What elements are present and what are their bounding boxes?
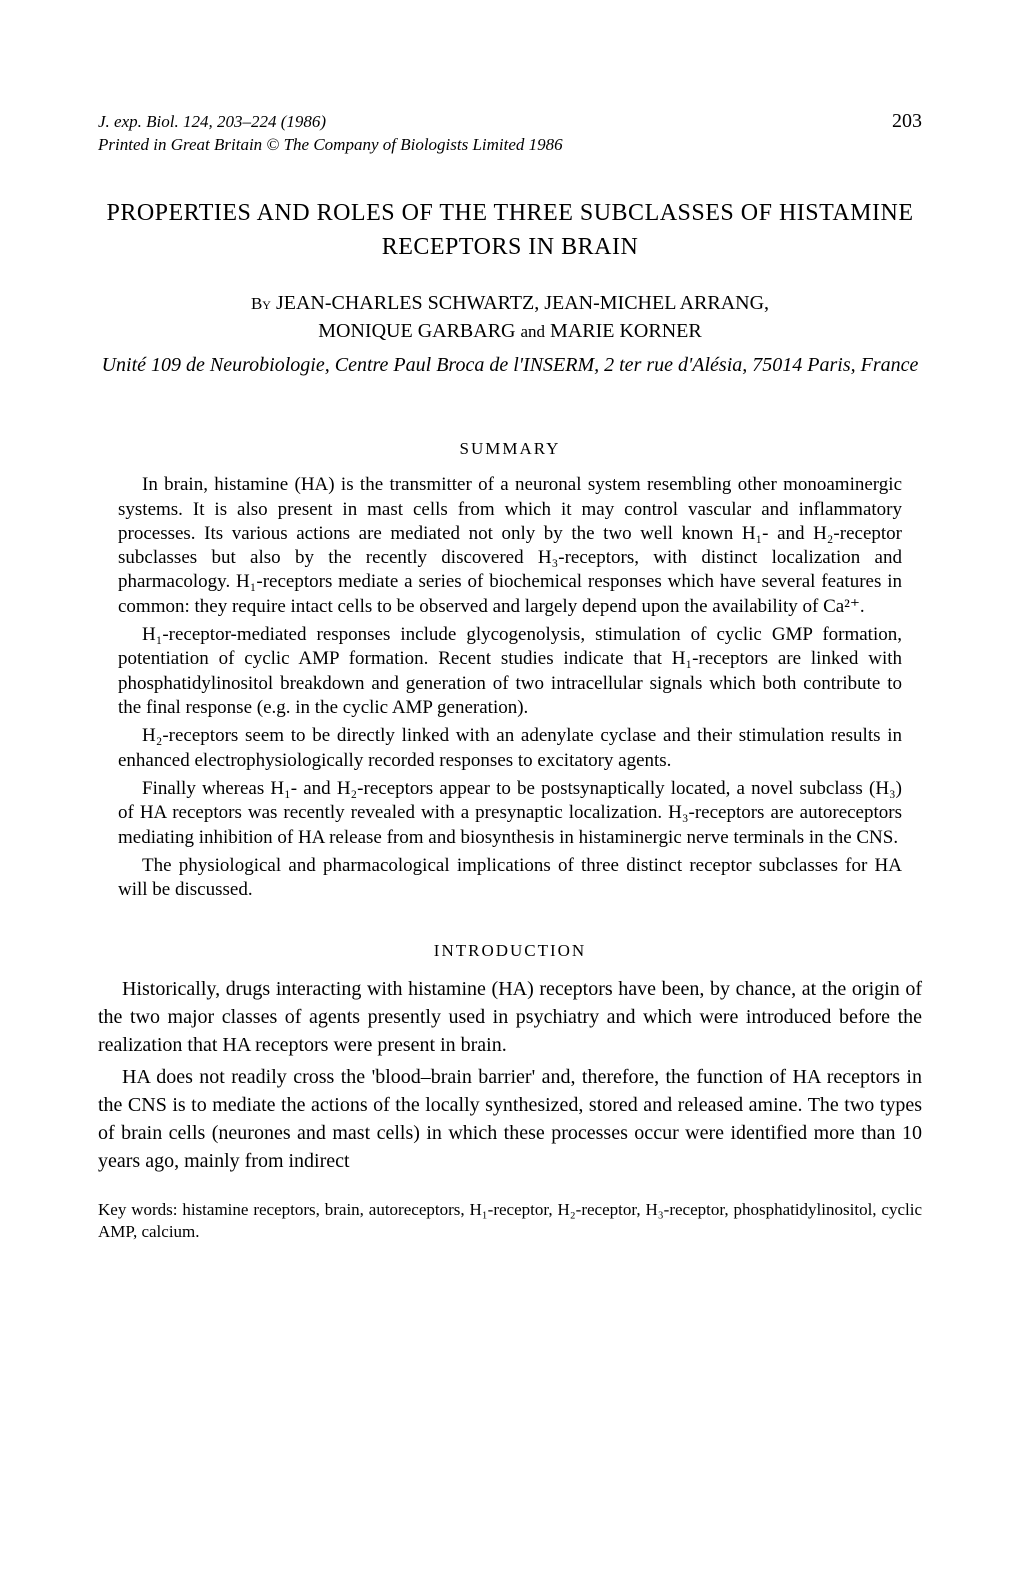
authors-line2: MONIQUE GARBARG and MARIE KORNER <box>98 317 922 345</box>
authors-line1: JEAN-CHARLES SCHWARTZ, JEAN-MICHEL ARRAN… <box>276 292 769 314</box>
page-number: 203 <box>892 110 922 133</box>
authors-and: and <box>521 322 546 341</box>
keywords: Key words: histamine receptors, brain, a… <box>98 1199 922 1245</box>
summary-p3: H₂-receptors seem to be directly linked … <box>118 724 902 773</box>
intro-p2: HA does not readily cross the 'blood–bra… <box>98 1063 922 1175</box>
byline-by: By <box>251 294 271 313</box>
summary-p1: In brain, histamine (HA) is the transmit… <box>118 473 902 619</box>
authors-line2-post: MARIE KORNER <box>545 320 702 342</box>
summary-heading: SUMMARY <box>98 439 922 459</box>
summary-p4: Finally whereas H₁- and H₂-receptors app… <box>118 777 902 850</box>
header-line: J. exp. Biol. 124, 203–224 (1986) 203 <box>98 110 922 133</box>
intro-block: Historically, drugs interacting with his… <box>98 975 922 1175</box>
summary-p2: H₁-receptor-mediated responses include g… <box>118 623 902 720</box>
authors-line2-pre: MONIQUE GARBARG <box>318 320 520 342</box>
summary-p5: The physiological and pharmacological im… <box>118 854 902 903</box>
byline: By JEAN-CHARLES SCHWARTZ, JEAN-MICHEL AR… <box>98 292 922 315</box>
intro-p1: Historically, drugs interacting with his… <box>98 975 922 1059</box>
introduction-heading: INTRODUCTION <box>98 941 922 961</box>
summary-block: In brain, histamine (HA) is the transmit… <box>98 473 922 902</box>
affiliation: Unité 109 de Neurobiologie, Centre Paul … <box>98 351 922 379</box>
copyright-line: Printed in Great Britain © The Company o… <box>98 135 922 155</box>
journal-reference: J. exp. Biol. 124, 203–224 (1986) <box>98 112 326 132</box>
article-title: PROPERTIES AND ROLES OF THE THREE SUBCLA… <box>98 197 922 264</box>
